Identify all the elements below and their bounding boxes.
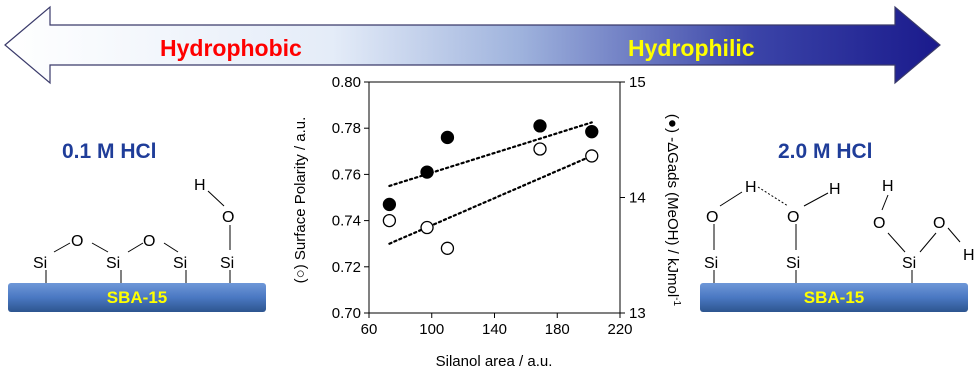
y-left-tick-label: 0.80 xyxy=(332,74,361,91)
surface-polarity-point xyxy=(585,149,599,163)
si-atom: Si xyxy=(704,255,718,272)
surface-polarity-point xyxy=(440,241,455,255)
y-axis-right-title: (●) -ΔGads (MeOH) / kJmol-1 xyxy=(664,114,682,307)
scatter-chart: 60 100 140 180 220 0.70 0.72 0.74 0.76 0.78 0.80 13… xyxy=(292,74,682,370)
surface-polarity-point xyxy=(382,213,397,228)
x-axis-title: Silanol area / a.u. xyxy=(436,353,553,370)
o-atom: O xyxy=(933,215,945,232)
hydrophobic-label: Hydrophobic xyxy=(160,35,302,61)
y-left-tick-label: 0.70 xyxy=(332,305,361,322)
o-atom: O xyxy=(706,209,718,226)
h-atom: H xyxy=(963,247,975,264)
gradient-arrow xyxy=(4,5,941,85)
h-atom: H xyxy=(882,178,894,195)
sba15-support-bar xyxy=(700,283,968,312)
o-atom: O xyxy=(787,209,799,226)
x-tick-label: 140 xyxy=(482,321,507,338)
x-tick-label: 180 xyxy=(545,321,570,338)
y-axis-left-title: (○) Surface Polarity / a.u. xyxy=(292,117,309,284)
y-left-tick-label: 0.78 xyxy=(332,120,361,137)
surface-polarity-point xyxy=(533,142,547,156)
si-atom: Si xyxy=(173,255,187,272)
y-axis-right-title-main: (●) -ΔGads (MeOH) / kJmol xyxy=(664,114,681,297)
left-condition-label: 0.1 M HCl xyxy=(62,140,157,163)
o-atom: O xyxy=(143,233,155,250)
y-right-tick-label: 13 xyxy=(629,305,646,322)
o-atom: O xyxy=(222,209,234,226)
y-left-tick-label: 0.76 xyxy=(332,166,361,183)
left-panel: 0.1 M HCl Si O Si O Si Si O H SBA-15 xyxy=(8,140,266,312)
sba15-support-bar xyxy=(8,283,266,312)
right-panel: 2.0 M HCl Si O H Si O H Si O H O H xyxy=(700,140,975,312)
adsorption-energy-point xyxy=(382,197,397,212)
x-tick-label: 220 xyxy=(607,321,632,338)
sba15-label: SBA-15 xyxy=(804,288,864,307)
adsorption-energy-point xyxy=(420,165,434,179)
right-condition-label: 2.0 M HCl xyxy=(778,140,873,163)
h-atom: H xyxy=(194,177,206,194)
y-axis-right-title-sup: -1 xyxy=(671,297,682,306)
h-atom: H xyxy=(745,179,757,196)
x-tick-label: 100 xyxy=(419,321,444,338)
h-atom: H xyxy=(829,181,841,198)
adsorption-energy-point xyxy=(440,130,455,145)
o-atom: O xyxy=(873,215,885,232)
sba15-label: SBA-15 xyxy=(107,288,167,307)
adsorption-energy-point xyxy=(533,119,547,133)
hydrophilic-label: Hydrophilic xyxy=(628,35,755,61)
y-left-tick-label: 0.72 xyxy=(332,259,361,276)
si-atom: Si xyxy=(106,255,120,272)
y-right-tick-label: 14 xyxy=(629,190,646,207)
x-tick-label: 60 xyxy=(361,321,378,338)
si-atom: Si xyxy=(220,255,234,272)
adsorption-energy-point xyxy=(585,125,599,139)
y-left-tick-label: 0.74 xyxy=(332,213,361,230)
si-atom: Si xyxy=(33,255,47,272)
si-atom: Si xyxy=(786,255,800,272)
o-atom: O xyxy=(71,233,83,250)
si-atom: Si xyxy=(902,255,916,272)
surface-polarity-point xyxy=(420,220,434,235)
y-right-tick-label: 15 xyxy=(629,74,646,91)
